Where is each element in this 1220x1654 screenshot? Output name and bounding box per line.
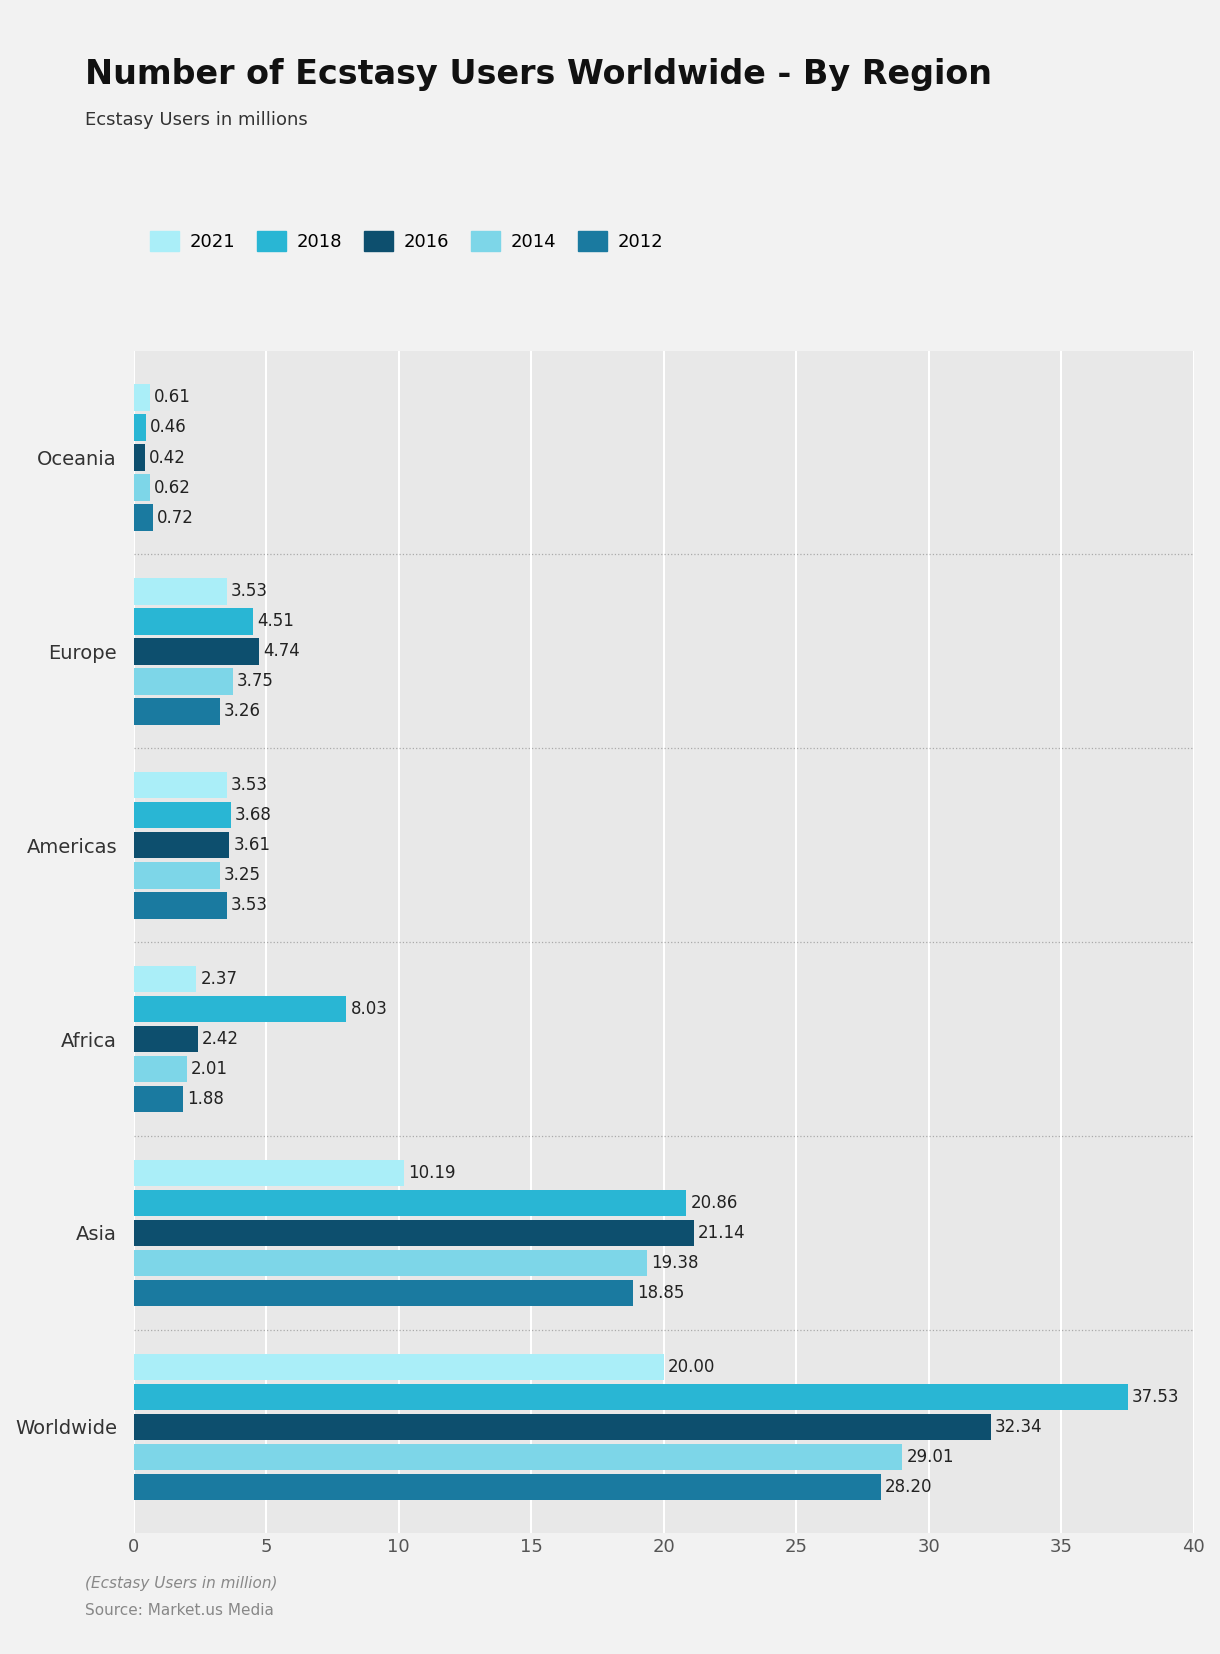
Text: Number of Ecstasy Users Worldwide - By Region: Number of Ecstasy Users Worldwide - By R…	[85, 58, 992, 91]
Bar	[134, 579, 227, 604]
Text: 37.53: 37.53	[1132, 1388, 1180, 1406]
Bar	[134, 698, 220, 724]
Bar	[134, 1383, 1128, 1409]
Text: 4.51: 4.51	[257, 612, 294, 630]
Text: 3.26: 3.26	[224, 703, 261, 721]
Bar	[134, 445, 145, 471]
Bar	[134, 772, 227, 799]
Text: 0.46: 0.46	[150, 418, 187, 437]
Text: 4.74: 4.74	[264, 642, 300, 660]
Text: 3.61: 3.61	[233, 837, 271, 853]
Text: 3.53: 3.53	[231, 776, 268, 794]
Text: 0.72: 0.72	[156, 509, 194, 526]
Bar	[134, 414, 146, 440]
Bar	[134, 1414, 991, 1441]
Text: 21.14: 21.14	[698, 1224, 745, 1242]
Text: 2.42: 2.42	[201, 1030, 239, 1049]
Text: 3.53: 3.53	[231, 582, 268, 600]
Bar	[134, 966, 196, 992]
Text: 0.42: 0.42	[149, 448, 185, 466]
Text: (Ecstasy Users in million): (Ecstasy Users in million)	[85, 1576, 278, 1591]
Bar	[134, 1087, 183, 1113]
Bar	[134, 504, 152, 531]
Text: 3.25: 3.25	[223, 867, 261, 885]
Text: 0.61: 0.61	[154, 389, 190, 407]
Text: 3.53: 3.53	[231, 896, 268, 915]
Bar	[134, 1474, 881, 1500]
Bar	[134, 1280, 633, 1307]
Bar	[134, 862, 220, 888]
Bar	[134, 1250, 648, 1277]
Text: 8.03: 8.03	[350, 1001, 387, 1019]
Bar	[134, 1055, 187, 1082]
Bar	[134, 832, 229, 858]
Bar	[134, 1444, 903, 1470]
Text: 20.86: 20.86	[691, 1194, 738, 1212]
Bar	[134, 996, 346, 1022]
Bar	[134, 609, 254, 635]
Text: 10.19: 10.19	[407, 1164, 455, 1183]
Text: Source: Market.us Media: Source: Market.us Media	[85, 1603, 274, 1618]
Text: 2.01: 2.01	[190, 1060, 228, 1078]
Text: 28.20: 28.20	[884, 1479, 932, 1495]
Text: 1.88: 1.88	[188, 1090, 224, 1108]
Bar	[134, 638, 260, 665]
Bar	[134, 1159, 404, 1186]
Bar	[134, 802, 231, 829]
Text: 3.68: 3.68	[235, 805, 272, 824]
Text: 19.38: 19.38	[651, 1254, 699, 1272]
Bar	[134, 668, 233, 695]
Text: 3.75: 3.75	[237, 673, 273, 690]
Legend: 2021, 2018, 2016, 2014, 2012: 2021, 2018, 2016, 2014, 2012	[143, 223, 670, 258]
Text: 0.62: 0.62	[154, 478, 192, 496]
Bar	[134, 1353, 664, 1379]
Bar	[134, 892, 227, 918]
Bar	[134, 1189, 687, 1216]
Bar	[134, 1219, 694, 1245]
Text: 18.85: 18.85	[637, 1284, 684, 1302]
Text: 20.00: 20.00	[667, 1358, 715, 1376]
Text: 32.34: 32.34	[994, 1417, 1042, 1436]
Text: 29.01: 29.01	[906, 1447, 954, 1465]
Bar	[134, 475, 150, 501]
Bar	[134, 1025, 198, 1052]
Text: 2.37: 2.37	[200, 969, 238, 987]
Text: Ecstasy Users in millions: Ecstasy Users in millions	[85, 111, 309, 129]
Bar	[134, 384, 150, 410]
